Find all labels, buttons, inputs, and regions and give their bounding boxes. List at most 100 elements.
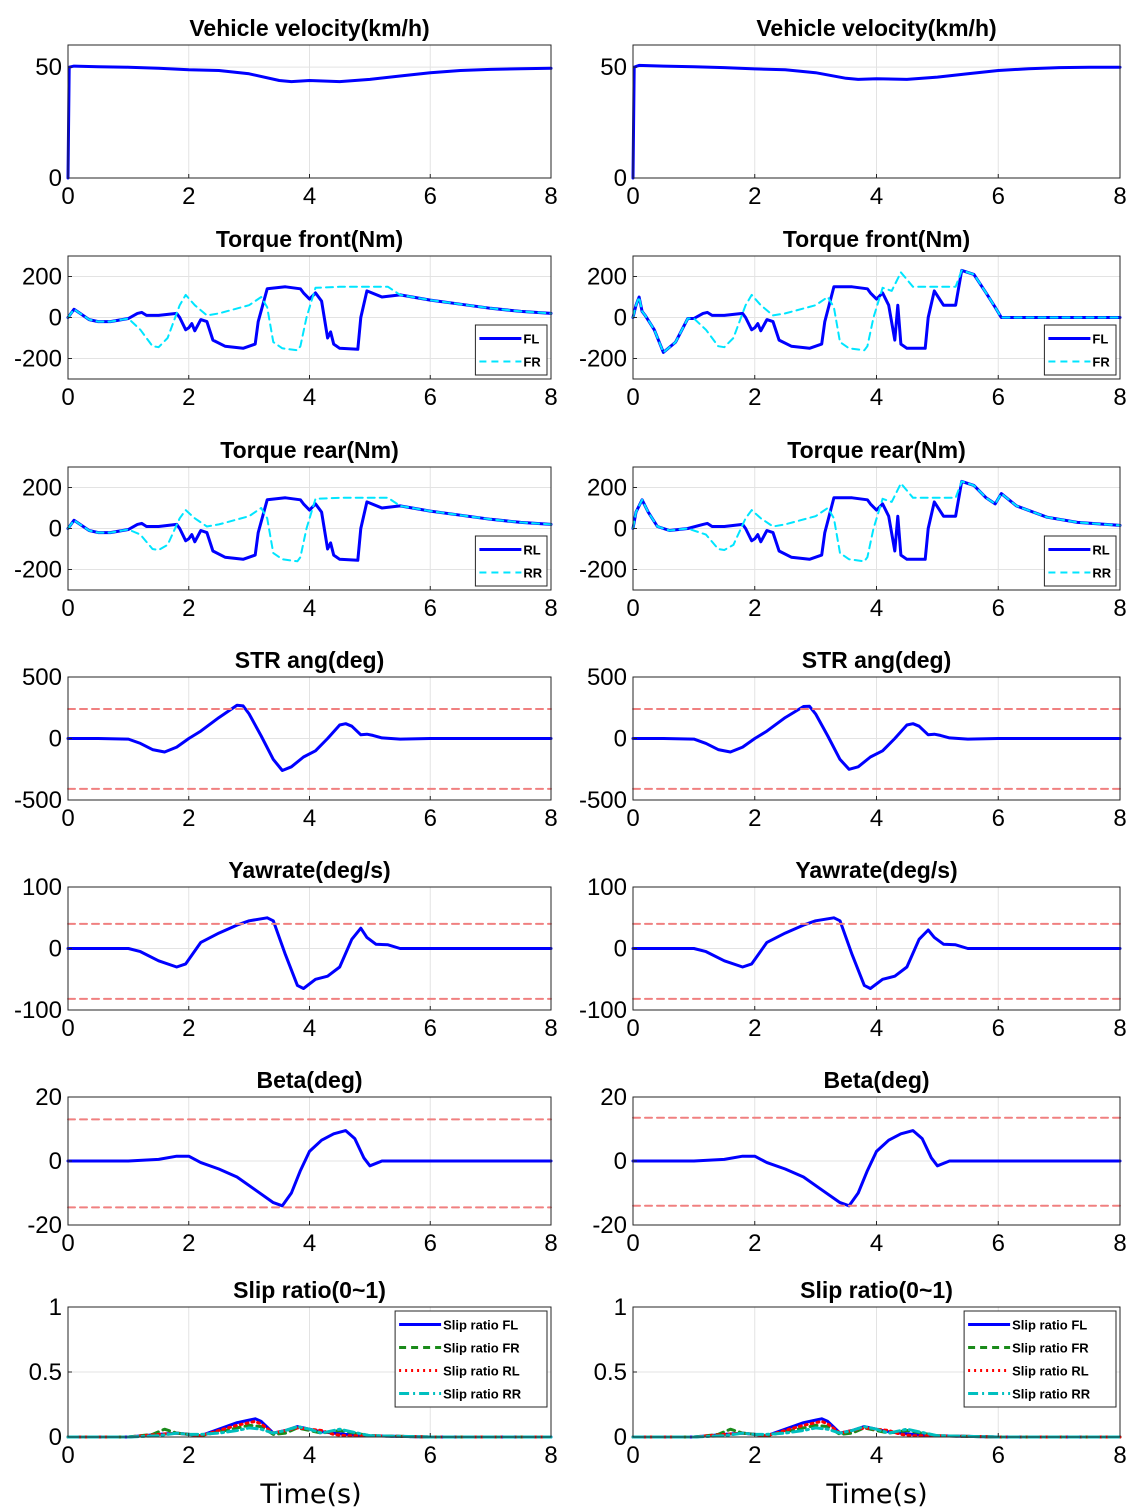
x-tick-label: 2 xyxy=(182,595,195,622)
y-tick-label: 0 xyxy=(614,936,627,963)
x-tick-label: 8 xyxy=(1113,183,1126,210)
legend: FL FR xyxy=(474,324,548,376)
x-tick-label: 6 xyxy=(424,1230,437,1257)
y-tick-label: 200 xyxy=(587,475,627,502)
x-tick-label: 6 xyxy=(992,384,1005,411)
y-tick-label: 500 xyxy=(22,664,62,691)
panel-title: Torque rear(Nm) xyxy=(220,437,399,463)
y-tick-label: 0.5 xyxy=(594,1359,627,1386)
x-tick-label: 6 xyxy=(992,1015,1005,1042)
x-tick-label: 0 xyxy=(61,384,74,411)
panel-title: Torque front(Nm) xyxy=(783,226,970,252)
panel-title: Vehicle velocity(km/h) xyxy=(756,15,996,41)
x-tick-label: 4 xyxy=(870,1230,883,1257)
y-tick-label: 100 xyxy=(22,874,62,901)
x-tick-label: 2 xyxy=(182,1015,195,1042)
legend: FL FR xyxy=(1043,324,1117,376)
legend-label: RL xyxy=(523,543,540,558)
series-line xyxy=(631,1129,1122,1208)
y-tick-label: 0 xyxy=(614,305,627,332)
y-tick-label: 0 xyxy=(614,1148,627,1175)
panel-2-left: 0 2 4 6 8 -200 0 200 Torque rear(Nm) RL RR xyxy=(14,437,558,622)
panel-title: Slip ratio(0~1) xyxy=(233,1277,386,1303)
x-tick-label: 0 xyxy=(626,805,639,832)
legend-box xyxy=(394,1310,548,1408)
x-tick-label: 2 xyxy=(748,1015,761,1042)
y-tick-label: 0 xyxy=(614,165,627,192)
y-tick-label: 20 xyxy=(35,1084,62,1111)
x-tick-label: 0 xyxy=(61,1230,74,1257)
panel-1-right: 0 2 4 6 8 -200 0 200 Torque front(Nm) FL FR xyxy=(579,226,1127,411)
x-tick-label: 8 xyxy=(1113,384,1126,411)
panel-title: Yawrate(deg/s) xyxy=(795,857,957,883)
x-tick-label: 2 xyxy=(748,384,761,411)
y-tick-label: 0 xyxy=(614,1424,627,1451)
x-tick-label: 4 xyxy=(870,384,883,411)
panel-title: Slip ratio(0~1) xyxy=(800,1277,953,1303)
x-tick-label: 6 xyxy=(424,805,437,832)
x-tick-label: 4 xyxy=(303,1230,316,1257)
y-tick-label: 0 xyxy=(614,516,627,543)
y-tick-label: 1 xyxy=(49,1294,62,1321)
panel-title: Torque front(Nm) xyxy=(216,226,403,252)
legend-label: RL xyxy=(1092,543,1109,558)
y-tick-label: 1 xyxy=(614,1294,627,1321)
x-tick-label: 8 xyxy=(1113,1015,1126,1042)
y-tick-label: 500 xyxy=(587,664,627,691)
x-tick-label: 2 xyxy=(748,183,761,210)
series-line xyxy=(631,704,1122,771)
x-tick-label: 0 xyxy=(61,805,74,832)
legend-box xyxy=(1043,535,1117,587)
series-rl xyxy=(66,496,553,562)
x-tick-label: 2 xyxy=(182,805,195,832)
x-tick-label: 2 xyxy=(748,805,761,832)
legend-box xyxy=(963,1310,1117,1408)
panel-title: Yawrate(deg/s) xyxy=(228,857,390,883)
y-tick-label: 0 xyxy=(614,726,627,753)
legend: RL RR xyxy=(474,535,548,587)
legend-label: FR xyxy=(1092,355,1110,370)
x-tick-label: 6 xyxy=(424,1442,437,1469)
panel-title: STR ang(deg) xyxy=(235,647,385,673)
panel-title: Vehicle velocity(km/h) xyxy=(189,15,429,41)
y-tick-label: 0 xyxy=(49,1148,62,1175)
x-tick-label: 4 xyxy=(870,595,883,622)
legend-label: FL xyxy=(523,332,539,347)
y-tick-label: 50 xyxy=(35,54,62,81)
x-axis-label-left: Time(s) xyxy=(259,1479,361,1510)
legend-label: Slip ratio FR xyxy=(443,1341,520,1356)
panel-title: STR ang(deg) xyxy=(802,647,952,673)
x-tick-label: 0 xyxy=(626,1442,639,1469)
x-tick-label: 6 xyxy=(424,595,437,622)
legend-label: RR xyxy=(523,566,542,581)
legend-box xyxy=(1043,324,1117,376)
legend: Slip ratio FL Slip ratio FR Slip ratio RL S… xyxy=(394,1310,548,1408)
x-tick-label: 0 xyxy=(61,1442,74,1469)
x-tick-label: 4 xyxy=(303,183,316,210)
x-tick-label: 4 xyxy=(303,384,316,411)
x-tick-label: 0 xyxy=(626,384,639,411)
y-tick-label: 0 xyxy=(49,1424,62,1451)
y-tick-label: -100 xyxy=(579,997,627,1024)
y-tick-label: 0 xyxy=(49,516,62,543)
x-tick-label: 0 xyxy=(61,1015,74,1042)
legend-box xyxy=(474,324,548,376)
x-tick-label: 8 xyxy=(1113,805,1126,832)
x-tick-label: 6 xyxy=(424,384,437,411)
panel-title: Torque rear(Nm) xyxy=(787,437,966,463)
x-tick-label: 8 xyxy=(544,1442,557,1469)
y-tick-label: -20 xyxy=(592,1212,627,1239)
series-line xyxy=(631,63,1122,180)
y-tick-label: -200 xyxy=(14,557,62,584)
legend-label: RR xyxy=(1092,566,1111,581)
x-tick-label: 2 xyxy=(748,595,761,622)
legend-label: FL xyxy=(1092,332,1108,347)
series-rr xyxy=(632,480,1121,563)
x-tick-label: 4 xyxy=(870,183,883,210)
